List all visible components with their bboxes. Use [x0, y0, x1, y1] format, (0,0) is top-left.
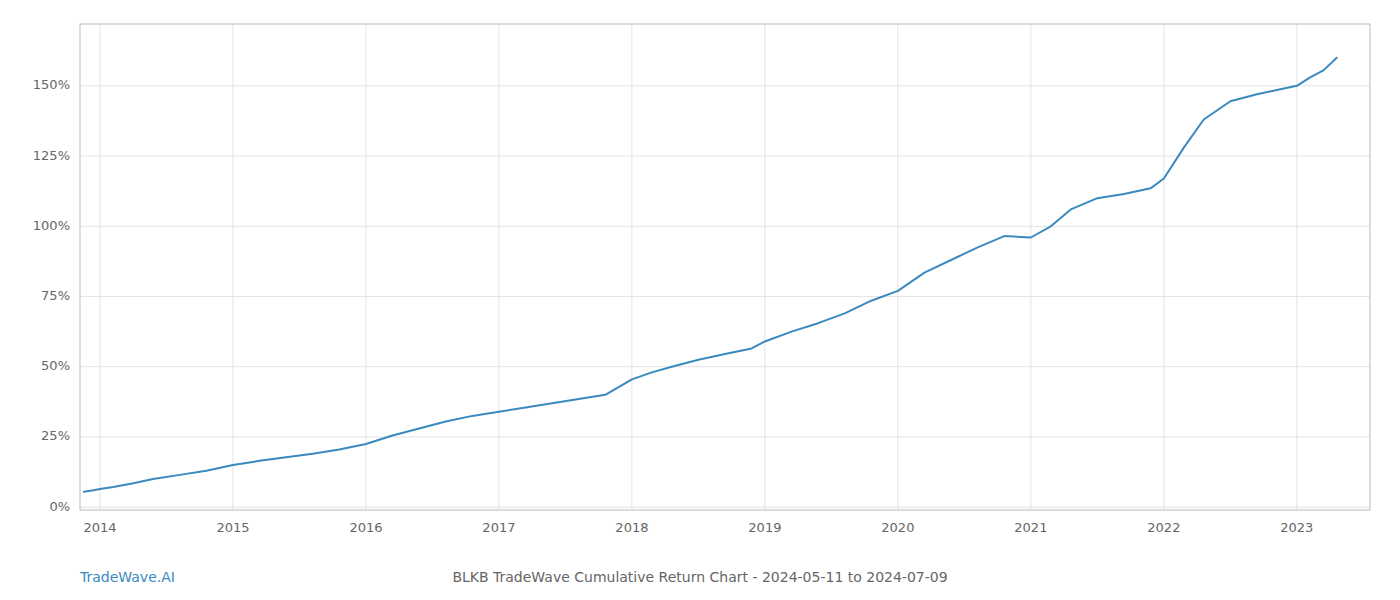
x-grid-line: [631, 24, 632, 510]
y-tick-label: 0%: [49, 499, 70, 514]
x-tick-label: 2014: [83, 520, 116, 535]
x-grid-line: [1296, 24, 1297, 510]
y-grid-line: [80, 296, 1370, 297]
x-grid-line: [232, 24, 233, 510]
x-tick-label: 2017: [482, 520, 515, 535]
grid: [80, 24, 1370, 510]
x-grid-line: [1163, 24, 1164, 510]
y-grid-line: [80, 436, 1370, 437]
x-tick-label: 2015: [216, 520, 249, 535]
x-grid-line: [1030, 24, 1031, 510]
y-grid-line: [80, 156, 1370, 157]
x-grid-line: [365, 24, 366, 510]
y-tick-label: 100%: [33, 218, 70, 233]
y-grid-line: [80, 85, 1370, 86]
chart: 0% 25% 50% 75% 100% 125% 150% 2014 2015 2016 2017 2…: [0, 0, 1400, 600]
x-grid-line: [498, 24, 499, 510]
y-grid-line: [80, 366, 1370, 367]
x-tick-label: 2021: [1014, 520, 1047, 535]
x-grid-line: [764, 24, 765, 510]
y-grid-line: [80, 226, 1370, 227]
series-group: [84, 58, 1337, 492]
watermark: TradeWave.AI: [79, 569, 175, 585]
x-tick-label: 2018: [615, 520, 648, 535]
x-grid-line: [99, 24, 100, 510]
axes: 0% 25% 50% 75% 100% 125% 150% 2014 2015 2016 2017 2…: [33, 24, 1370, 535]
x-grid-line: [897, 24, 898, 510]
x-tick-label: 2022: [1147, 520, 1180, 535]
line: [84, 58, 1337, 492]
y-grid-line: [80, 507, 1370, 508]
x-tick-label: 2023: [1280, 520, 1313, 535]
plot-frame: [80, 24, 1370, 510]
y-tick-label: 50%: [41, 358, 70, 373]
x-tick-label: 2016: [349, 520, 382, 535]
y-tick-label: 125%: [33, 148, 70, 163]
title: BLKB TradeWave Cumulative Return Chart -…: [452, 569, 947, 585]
x-tick-label: 2019: [748, 520, 781, 535]
y-tick-label: 75%: [41, 288, 70, 303]
background: [0, 0, 1400, 600]
y-tick-label: 25%: [41, 428, 70, 443]
y-tick-label: 150%: [33, 77, 70, 92]
x-tick-label: 2020: [881, 520, 914, 535]
